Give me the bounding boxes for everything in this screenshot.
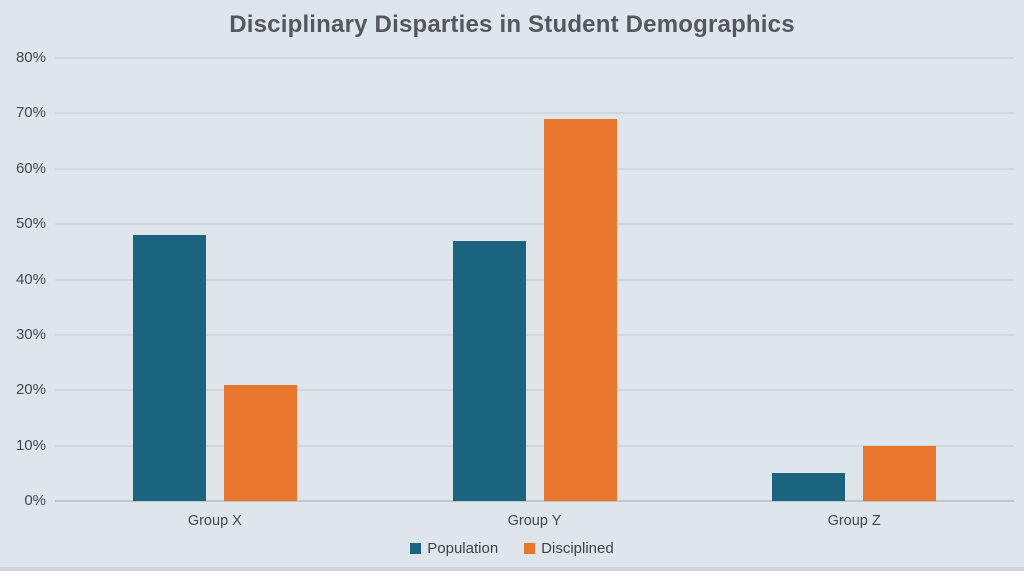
y-tick-label-10: 10% — [15, 436, 46, 454]
chart-title: Disciplinary Disparties in Student Demog… — [229, 11, 795, 38]
bar-disciplined-group-z — [863, 445, 937, 501]
y-tick-label-0: 0% — [24, 492, 46, 509]
gridline-60 — [55, 167, 1014, 170]
legend-label-population: Population — [427, 540, 499, 557]
y-tick-label-70: 70% — [15, 104, 46, 122]
bottom-edge-strip — [0, 567, 1024, 571]
x-category-label-group-z: Group Z — [827, 513, 881, 529]
bar-disciplined-group-y — [543, 118, 617, 501]
x-axis-line — [55, 500, 1014, 502]
gridline-50 — [55, 223, 1014, 226]
bar-population-group-x — [132, 235, 206, 501]
bar-population-group-z — [772, 473, 846, 501]
gridline-40 — [55, 278, 1014, 281]
legend: Population Disciplined — [0, 540, 1024, 557]
plot-area — [55, 57, 1014, 502]
gridline-80 — [55, 57, 1014, 59]
bar-disciplined-group-x — [223, 384, 297, 501]
legend-swatch-disciplined — [524, 543, 536, 554]
legend-label-disciplined: Disciplined — [541, 540, 614, 557]
gridline-20 — [55, 389, 1014, 392]
y-tick-label-60: 60% — [15, 159, 46, 177]
x-category-label-group-x: Group X — [187, 513, 242, 529]
y-tick-label-80: 80% — [15, 49, 46, 66]
y-tick-label-20: 20% — [15, 381, 46, 399]
bar-population-group-y — [452, 240, 526, 501]
x-category-label-group-y: Group Y — [507, 513, 562, 529]
legend-item-population: Population — [410, 540, 498, 557]
y-tick-label-30: 30% — [15, 325, 46, 343]
gridline-70 — [55, 112, 1014, 115]
gridline-10 — [55, 444, 1014, 447]
y-tick-label-40: 40% — [15, 270, 46, 288]
legend-swatch-population — [410, 543, 422, 554]
gridline-30 — [55, 333, 1014, 336]
y-tick-label-50: 50% — [15, 215, 46, 233]
legend-item-disciplined: Disciplined — [524, 540, 614, 557]
